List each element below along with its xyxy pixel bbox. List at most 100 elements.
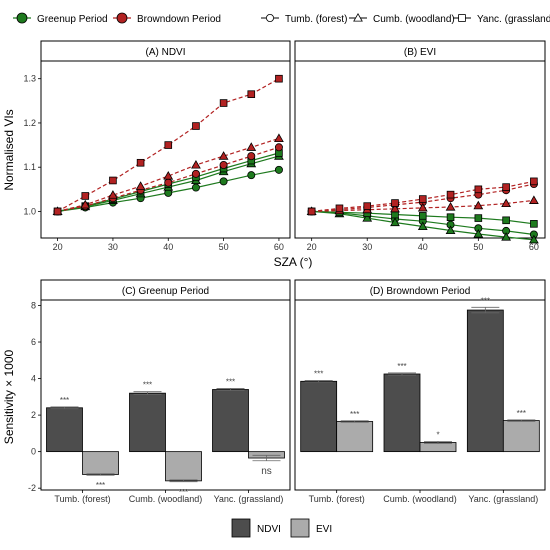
bar-ndvi-cumb-woodland xyxy=(383,373,421,453)
data-point xyxy=(164,141,173,149)
legend-evi-label: EVI xyxy=(316,524,332,535)
data-point xyxy=(363,202,372,210)
x-tick-label: Cumb. (woodland) xyxy=(129,494,203,504)
data-point xyxy=(474,185,483,194)
data-point xyxy=(164,178,173,187)
y-tick-label: 1.0 xyxy=(23,206,36,216)
data-point xyxy=(501,232,512,241)
panel-c-title: (C) Greenup Period xyxy=(122,286,209,297)
series-line-browndown-period-yanc-grassland xyxy=(57,78,280,212)
bar-evi-yanc-grassland xyxy=(502,420,540,453)
legend-site-label: Yanc. (grassland) xyxy=(477,14,550,25)
x-tick-label: 60 xyxy=(274,242,284,252)
data-point xyxy=(391,199,399,207)
y-tick-label: 8 xyxy=(31,300,36,310)
panel-b: (B) EVI 20 30 40 50 60 xyxy=(294,40,546,252)
bottom-y-axis-title: Sensitivity × 1000 xyxy=(2,349,16,444)
y-tick-label: 0 xyxy=(31,447,36,457)
data-point xyxy=(362,213,373,222)
significance-label: * xyxy=(436,430,439,439)
data-point xyxy=(247,152,256,161)
data-point xyxy=(191,159,201,169)
y-tick-label: 2 xyxy=(31,410,36,420)
bar-ndvi-cumb-woodland xyxy=(129,392,166,453)
data-point xyxy=(530,177,538,186)
legend-period-label: Browndown Period xyxy=(137,14,221,25)
data-point xyxy=(274,143,283,152)
legend-period-label: Greenup Period xyxy=(37,14,108,25)
significance-label: *** xyxy=(60,396,69,405)
bar-evi-tumb-forest xyxy=(82,451,119,475)
data-point xyxy=(502,183,510,191)
panel-d-title: (D) Browndown Period xyxy=(370,286,471,297)
legend-ndvi-label: NDVI xyxy=(257,524,281,535)
legend-period-swatch xyxy=(16,12,28,24)
data-point xyxy=(247,90,256,98)
data-point xyxy=(445,225,456,235)
data-point xyxy=(218,151,229,160)
data-point xyxy=(219,177,228,186)
data-point xyxy=(275,74,283,83)
top-x-axis-title: SZA (°) xyxy=(274,255,313,269)
legend-site-label: Cumb. (woodland) xyxy=(373,14,455,25)
panel-b-title: (B) EVI xyxy=(404,47,436,58)
legend-bottom: NDVI EVI xyxy=(231,518,332,538)
legend-site-shape xyxy=(265,13,274,22)
data-point xyxy=(80,199,91,209)
y-tick-label: 6 xyxy=(31,337,36,347)
panel-d: (D) Browndown Period Tumb. (forest) Cumb.… xyxy=(294,279,546,504)
significance-label: ns xyxy=(261,466,272,477)
x-tick-label: 30 xyxy=(362,242,372,252)
panel-a-title: (A) NDVI xyxy=(146,47,186,58)
data-point xyxy=(418,195,427,203)
data-point xyxy=(417,221,428,231)
bar-ndvi-tumb-forest xyxy=(46,407,83,453)
y-tick-label: 4 xyxy=(31,374,36,384)
y-tick-label: 1.1 xyxy=(23,162,36,172)
top-y-axis-title: Normalised VIs xyxy=(2,109,16,190)
legend-period-swatch xyxy=(116,12,128,24)
panel-b-marks: 20 30 40 50 60 xyxy=(307,177,539,252)
data-point xyxy=(274,133,284,142)
legend-site-label: Tumb. (forest) xyxy=(285,14,347,25)
x-tick-label: Tumb. (forest) xyxy=(309,494,365,504)
data-point xyxy=(446,190,455,199)
data-point xyxy=(445,202,456,211)
panel-c-marks: -2 0 2 4 6 8 Tumb. (forest) Cumb. (woodland) Yan… xyxy=(28,300,285,504)
y-tick-label: 1.3 xyxy=(23,74,36,84)
data-point xyxy=(390,217,400,227)
data-point xyxy=(307,207,316,216)
data-point xyxy=(473,200,484,210)
x-tick-label: Yanc. (grassland) xyxy=(468,494,538,504)
legend-ndvi-swatch xyxy=(231,518,251,538)
data-point xyxy=(501,198,512,208)
y-tick-label: 1.2 xyxy=(23,118,36,128)
significance-label: *** xyxy=(96,481,105,490)
bar-ndvi-yanc-grassland xyxy=(466,309,504,453)
data-point xyxy=(246,142,257,151)
data-point xyxy=(390,203,400,213)
legend-site-shape xyxy=(458,14,466,22)
legend-evi-swatch xyxy=(290,518,310,538)
x-tick-label: Tumb. (forest) xyxy=(54,494,110,504)
data-point xyxy=(109,176,117,185)
bar-ndvi-yanc-grassland xyxy=(212,389,249,453)
panel-d-marks: Tumb. (forest) Cumb. (woodland) Yanc. (gra… xyxy=(300,296,540,504)
data-point xyxy=(335,204,344,213)
data-point xyxy=(192,122,200,130)
data-point xyxy=(528,234,539,244)
panel-a: (A) NDVI 20 30 40 50 60 1.0 1.1 1.2 1.3 xyxy=(23,40,291,252)
data-point xyxy=(418,212,427,220)
data-point xyxy=(502,216,510,225)
data-point xyxy=(136,158,145,167)
significance-label: *** xyxy=(143,381,152,390)
significance-label: *** xyxy=(314,370,323,379)
legend-site-shape xyxy=(353,12,363,22)
data-point xyxy=(530,220,538,228)
x-tick-label: 50 xyxy=(219,242,229,252)
significance-label: *** xyxy=(226,377,235,386)
data-point xyxy=(528,195,539,204)
data-point xyxy=(219,160,228,169)
x-tick-label: 60 xyxy=(529,242,539,252)
